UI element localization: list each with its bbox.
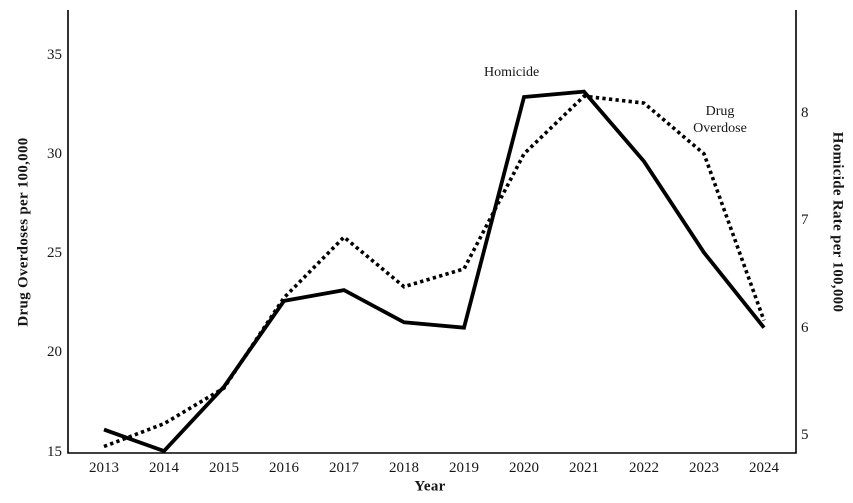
x-tick-label: 2019: [449, 460, 479, 476]
y-right-tick-label: 5: [801, 427, 809, 443]
x-tick-label: 2023: [689, 460, 719, 476]
y-left-tick-label: 35: [47, 46, 62, 63]
homicide-line-label: Homicide: [484, 65, 540, 80]
drug-overdose-line: [103, 94, 766, 449]
y-axis-right-title: Homicide Rate per 100,000: [829, 131, 846, 313]
y-right-tick-label: 6: [801, 319, 809, 336]
y-left-tick-label: 30: [47, 145, 62, 162]
y-left-tick-label: 20: [47, 344, 62, 361]
drug-overdose-line-label: Drug Overdose: [693, 104, 747, 136]
x-tick-label: 2024: [749, 460, 779, 476]
y-axis-left-title: Drug Overdoses per 100,000: [15, 137, 32, 327]
x-tick-label: 2014: [149, 460, 179, 476]
x-tick-label: 2015: [209, 460, 239, 476]
y-right-tick-label: 7: [801, 212, 809, 229]
x-tick-label: 2018: [389, 460, 419, 476]
x-tick-label: 2020: [509, 460, 539, 476]
y-left-tick-label: 15: [47, 443, 62, 460]
x-tick-label: 2017: [329, 460, 359, 476]
x-tick-label: 2021: [569, 460, 599, 476]
homicide-line: [103, 89, 766, 454]
x-tick-label: 2022: [629, 460, 659, 476]
x-axis-title: Year: [414, 478, 446, 495]
y-right-tick-label: 8: [801, 105, 809, 122]
axis-frame: [67, 10, 797, 454]
y-left-tick-label: 25: [47, 245, 62, 261]
x-tick-label: 2016: [269, 460, 299, 476]
x-tick-label: 2013: [89, 460, 119, 476]
